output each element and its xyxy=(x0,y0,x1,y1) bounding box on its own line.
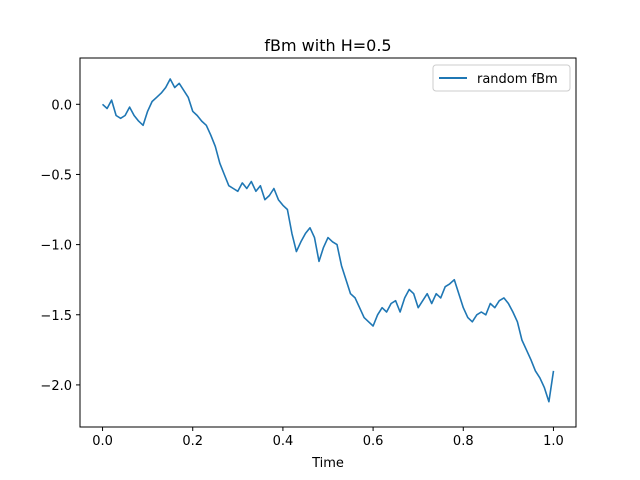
x-tick-label: 1.0 xyxy=(543,434,564,449)
y-tick-label: −2.0 xyxy=(40,379,72,394)
y-axis: 0.0 −0.5 −1.0 −1.5 −2.0 xyxy=(40,98,80,394)
x-axis-label: Time xyxy=(311,456,344,471)
y-tick-label: 0.0 xyxy=(51,98,72,113)
chart-title: fBm with H=0.5 xyxy=(264,36,391,55)
x-tick-label: 0.2 xyxy=(182,434,203,449)
legend-entry-random-fbm: random fBm xyxy=(477,72,558,87)
x-tick-label: 0.6 xyxy=(363,434,384,449)
x-tick-label: 0.4 xyxy=(273,434,294,449)
plot-area xyxy=(101,78,555,403)
x-tick-label: 0.8 xyxy=(453,434,474,449)
x-tick-label: 0.0 xyxy=(92,434,113,449)
y-tick-label: −1.0 xyxy=(40,239,72,254)
x-axis: 0.0 0.2 0.4 0.6 0.8 1.0 xyxy=(92,427,564,449)
legend-box xyxy=(432,64,571,92)
axes-frame xyxy=(79,57,577,428)
y-tick-label: −1.5 xyxy=(40,309,72,324)
y-tick-label: −0.5 xyxy=(40,168,72,183)
series-line-random-fbm xyxy=(101,78,555,403)
legend: random fBm xyxy=(432,64,571,92)
